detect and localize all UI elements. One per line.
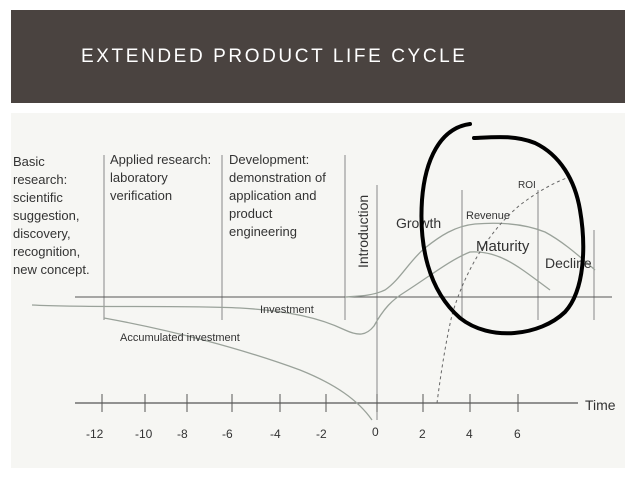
roi-curve [436, 175, 573, 404]
development-line: engineering [229, 224, 297, 239]
development-line: Development: [229, 152, 309, 167]
accumulated-investment-label: Accumulated investment [120, 332, 240, 344]
slide-title: EXTENDED PRODUCT LIFE CYCLE [81, 46, 468, 67]
tick-label: -4 [270, 427, 281, 441]
investment-label: Investment [260, 304, 314, 316]
tick-label: 6 [514, 427, 521, 441]
development-line: product [229, 206, 273, 221]
revenue-curve [344, 222, 596, 298]
stage-maturity: Maturity [476, 238, 530, 255]
tick-label: 0 [372, 425, 379, 439]
tick-label: 2 [419, 427, 426, 441]
tick-label: -2 [316, 427, 327, 441]
tick-label: -6 [222, 427, 233, 441]
basic-research-line: scientific [13, 190, 63, 205]
tick-label: -12 [86, 427, 104, 441]
development-line: demonstration of [229, 170, 326, 185]
basic-research-line: discovery, [13, 226, 71, 241]
time-axis-label: Time [585, 397, 616, 413]
tick-label: -8 [177, 427, 188, 441]
applied-research-line: verification [110, 188, 172, 203]
investment-curve [31, 251, 551, 335]
stage-growth: Growth [396, 215, 441, 231]
basic-research-line: suggestion, [13, 208, 80, 223]
basic-research-line: new concept. [13, 262, 90, 277]
development-line: application and [229, 188, 316, 203]
title-bar: EXTENDED PRODUCT LIFE CYCLE [11, 10, 625, 103]
accumulated-investment-curve [103, 317, 373, 421]
basic-research-line: research: [13, 172, 67, 187]
basic-research-line: Basic [13, 154, 45, 169]
roi-label: ROI [518, 180, 536, 191]
stage-introduction: Introduction [355, 195, 371, 268]
applied-research-line: Applied research: [110, 152, 211, 167]
tick-label: -10 [135, 427, 153, 441]
hand-drawn-circle-annotation [419, 122, 586, 336]
applied-research-line: laboratory [110, 170, 168, 185]
basic-research-line: recognition, [13, 244, 80, 259]
life-cycle-figure [11, 113, 625, 468]
revenue-label: Revenue [466, 210, 510, 222]
axis-ticks [101, 394, 519, 412]
tick-label: 4 [466, 427, 473, 441]
